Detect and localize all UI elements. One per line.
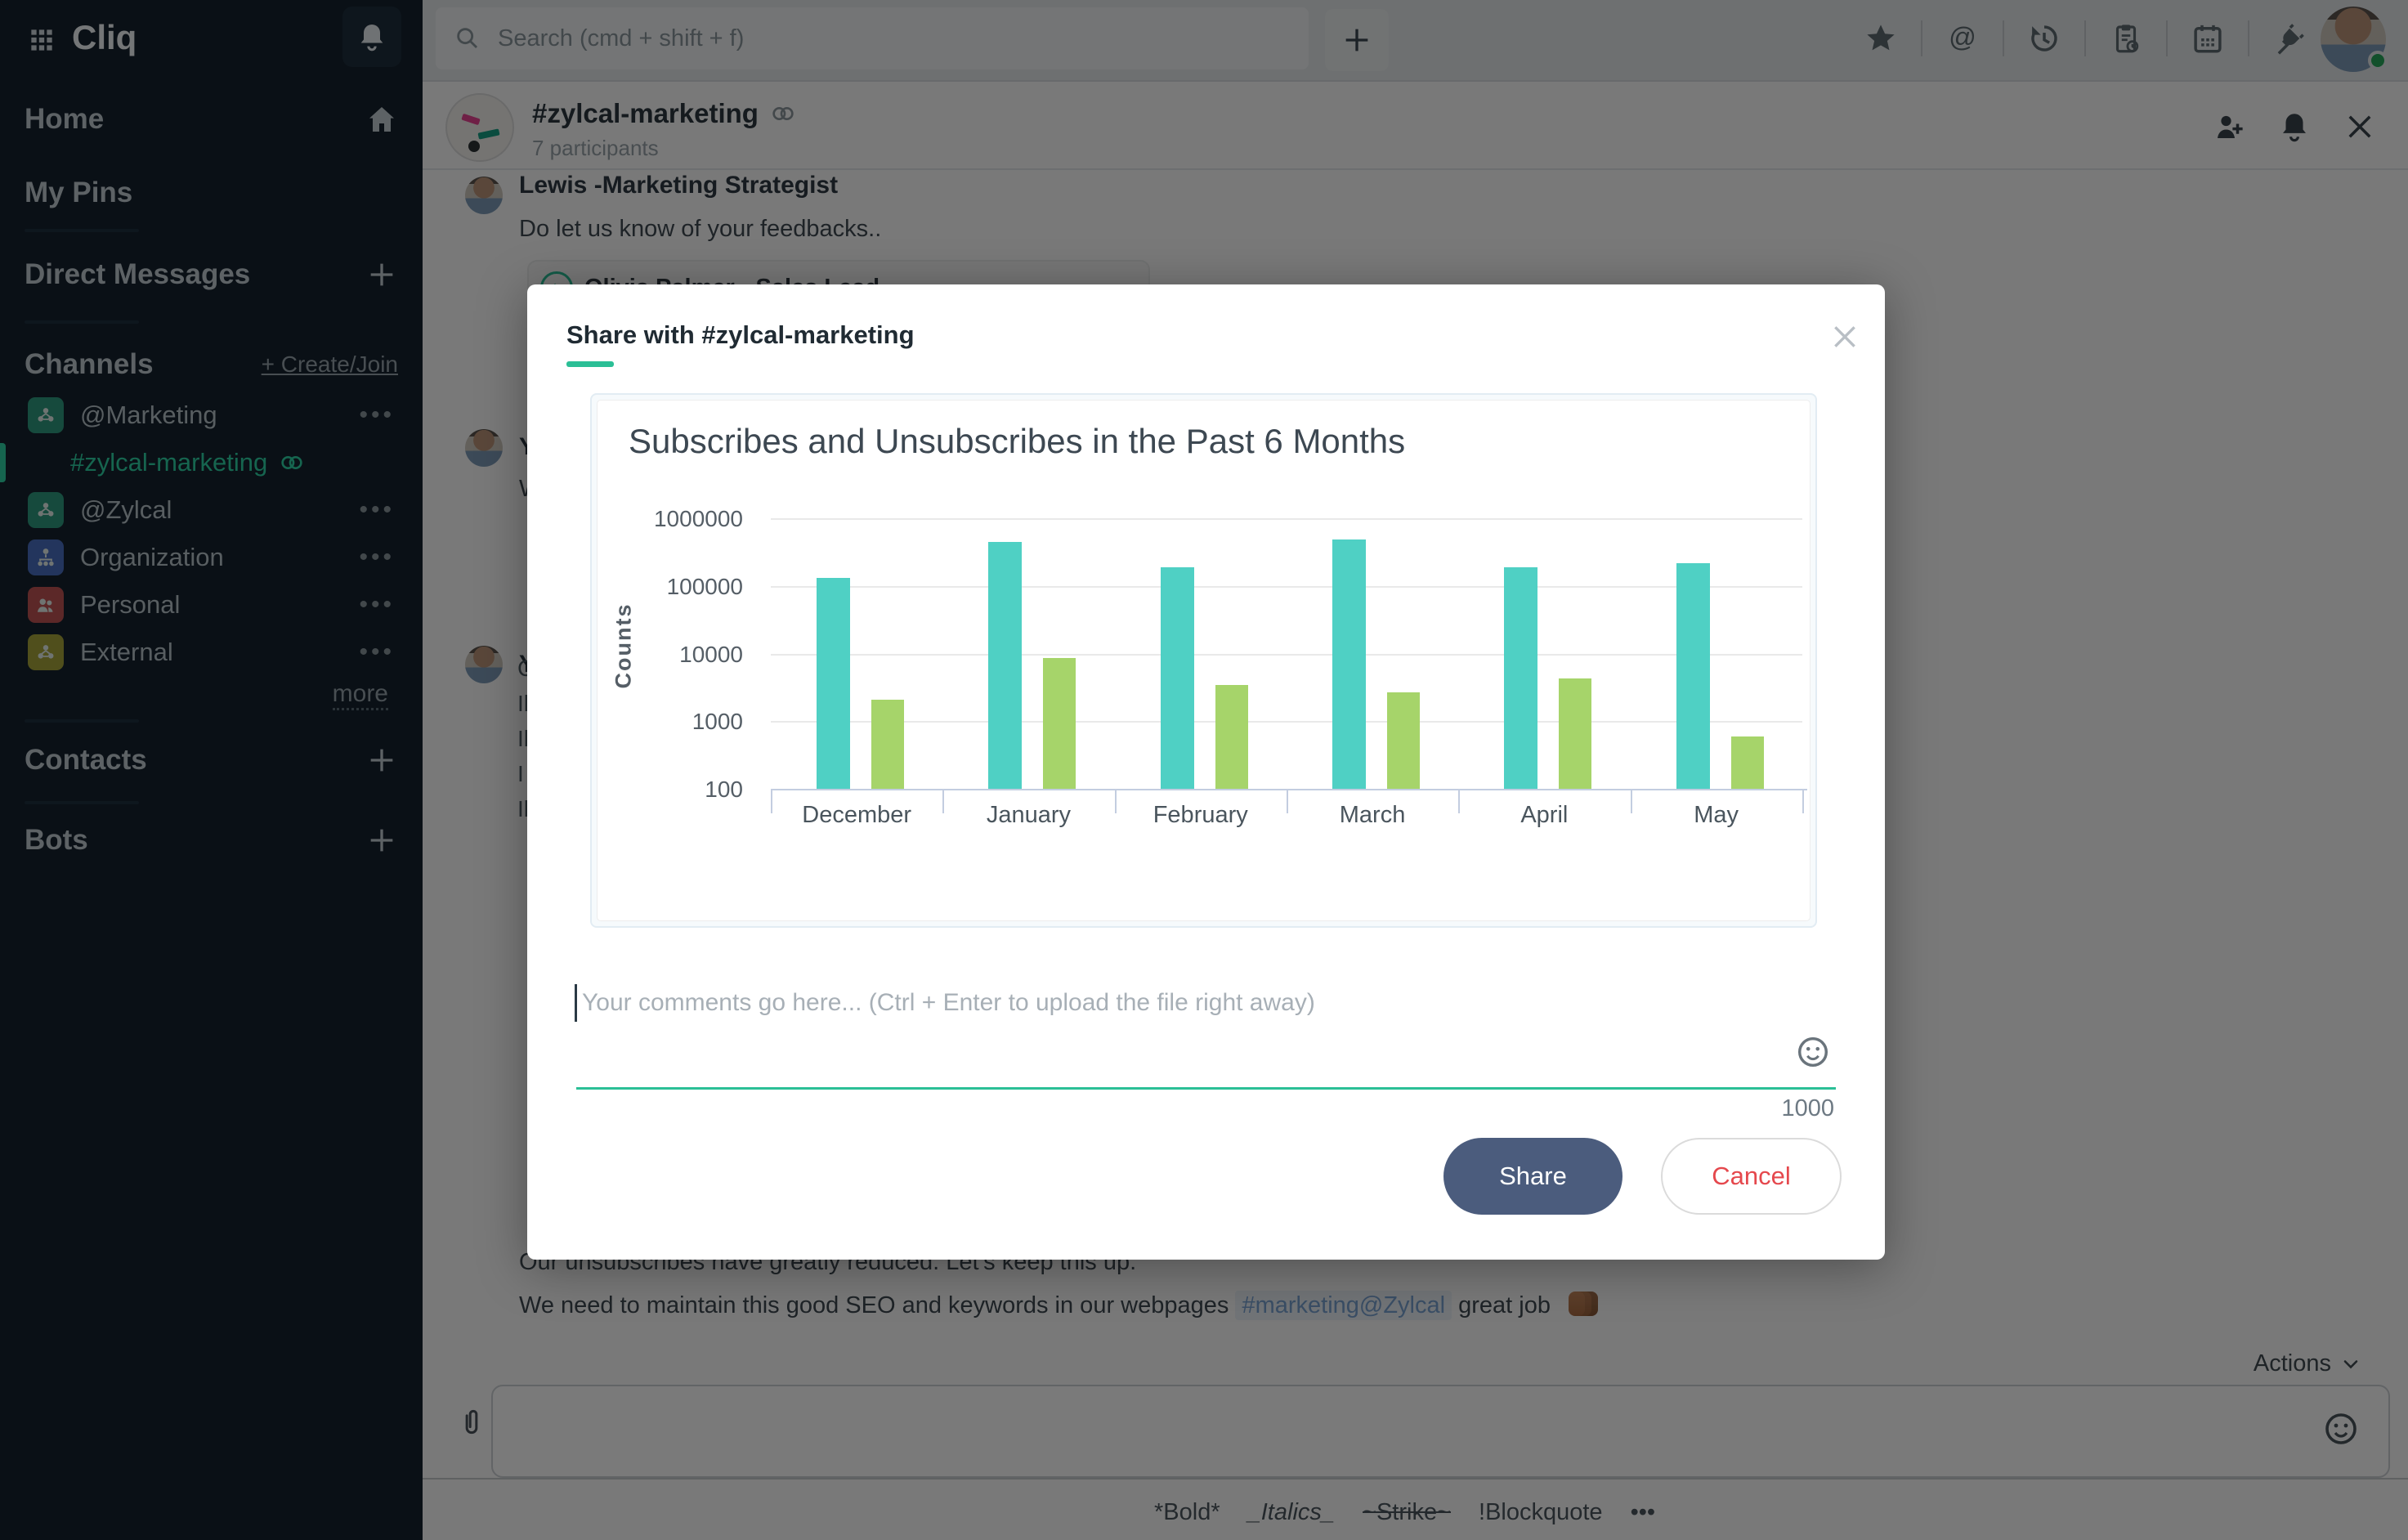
x-axis-tick — [942, 789, 945, 813]
bar-subscribes-february — [1160, 566, 1194, 789]
x-category-label: February — [1153, 802, 1248, 828]
x-category-label: January — [986, 802, 1072, 828]
title-accent-bar — [566, 361, 614, 367]
char-count: 1000 — [1781, 1095, 1834, 1121]
close-icon[interactable] — [1828, 320, 1861, 353]
x-axis-tick — [771, 789, 772, 813]
comment-input[interactable]: Your comments go here... (Ctrl + Enter t… — [575, 984, 1315, 1022]
x-category-label: April — [1520, 802, 1569, 828]
x-axis-tick — [1630, 789, 1632, 813]
bar-subscribes-may — [1676, 563, 1710, 789]
y-tick-label: 100 — [705, 777, 743, 802]
gridline — [771, 721, 1802, 723]
y-tick-label: 10000 — [679, 641, 743, 667]
bar-subscribes-december — [817, 578, 850, 789]
share-button[interactable]: Share — [1443, 1138, 1622, 1215]
comment-placeholder: Your comments go here... (Ctrl + Enter t… — [582, 989, 1315, 1016]
x-axis-tick — [1458, 789, 1461, 813]
text-cursor — [575, 984, 577, 1022]
bar-subscribes-march — [1332, 539, 1366, 789]
bar-unsubscribes-december — [871, 699, 904, 789]
chart-title: Subscribes and Unsubscribes in the Past … — [629, 422, 1406, 460]
bar-unsubscribes-april — [1559, 678, 1592, 789]
x-category-label: December — [802, 802, 912, 828]
y-tick-label: 1000 — [692, 709, 743, 735]
bar-unsubscribes-march — [1386, 692, 1420, 789]
y-tick-label: 100000 — [666, 573, 743, 599]
bar-unsubscribes-may — [1730, 736, 1764, 789]
x-category-label: May — [1694, 802, 1739, 828]
share-dialog: Share with #zylcal-marketing Subscribes … — [527, 284, 1885, 1260]
bar-subscribes-january — [988, 541, 1023, 789]
gridline — [771, 653, 1802, 656]
x-axis-tick — [1114, 789, 1117, 813]
bar-unsubscribes-february — [1215, 685, 1248, 789]
emoji-smiley-icon[interactable] — [1794, 1033, 1832, 1071]
dialog-title: Share with #zylcal-marketing — [566, 320, 915, 349]
input-focus-underline — [576, 1087, 1836, 1090]
x-category-label: March — [1339, 802, 1406, 828]
y-tick-label: 1000000 — [653, 506, 743, 531]
bar-unsubscribes-january — [1043, 658, 1076, 789]
gridline — [771, 518, 1802, 520]
x-axis-line — [771, 789, 1807, 790]
chart-card: Subscribes and Unsubscribes in the Past … — [597, 400, 1810, 921]
x-axis-tick — [1802, 789, 1804, 813]
chart-plot-area: 100 1000 10000 100000 1000000 December January… — [598, 401, 1810, 920]
bar-subscribes-april — [1504, 566, 1538, 789]
gridline — [771, 585, 1802, 588]
x-axis-tick — [1286, 789, 1288, 813]
cancel-button[interactable]: Cancel — [1661, 1138, 1842, 1215]
chart-attachment-panel: Subscribes and Unsubscribes in the Past … — [590, 393, 1817, 928]
